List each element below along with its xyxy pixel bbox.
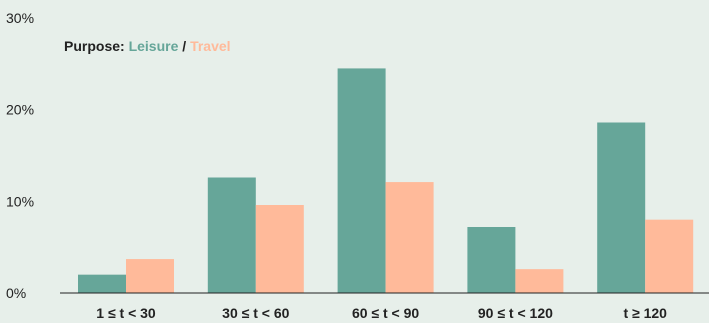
legend-text: Purpose: Leisure / Travel [64,38,231,54]
bars [78,68,694,294]
x-tick-label: t ≥ 120 [623,305,667,321]
bar-travel-0 [126,259,174,293]
x-tick-label: 1 ≤ t < 30 [96,305,156,321]
bar-travel-4 [645,219,694,293]
bar-travel-1 [255,205,304,293]
x-tick-label: 30 ≤ t < 60 [222,305,289,321]
bar-leisure-1 [207,177,256,293]
y-tick-label: 30% [6,10,34,26]
bar-leisure-3 [467,227,516,293]
legend: Purpose: Leisure / Travel [64,38,231,54]
bar-leisure-2 [337,68,386,294]
bar-leisure-4 [597,122,646,293]
legend-series-leisure: Leisure [129,38,179,54]
x-tick-label: 90 ≤ t < 120 [478,305,553,321]
bar-travel-3 [515,269,564,293]
legend-series-travel: Travel [190,38,230,54]
y-tick-label: 0% [6,285,26,301]
legend-separator: / [182,38,186,54]
x-axis-labels: 1 ≤ t < 30 30 ≤ t < 60 60 ≤ t < 90 90 ≤ t <… [96,305,667,321]
x-tick-label: 60 ≤ t < 90 [352,305,419,321]
y-tick-label: 10% [6,193,34,209]
bar-leisure-0 [78,274,126,293]
y-tick-label: 20% [6,102,34,118]
bar-travel-2 [385,182,434,293]
legend-prefix: Purpose: [64,38,125,54]
y-axis-ticks: 0% 10% 20% 30% [6,10,34,301]
